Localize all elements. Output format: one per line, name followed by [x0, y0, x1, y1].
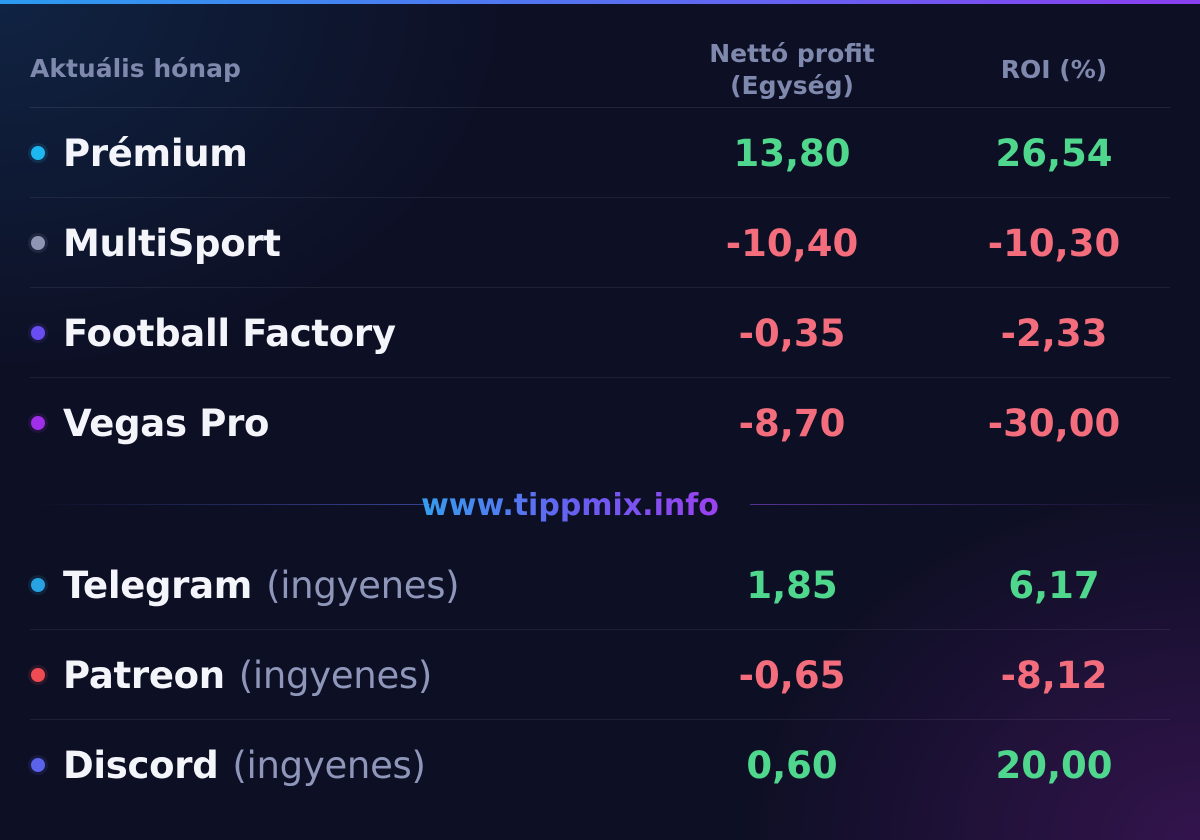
row-name: Telegram (ingyenes): [63, 564, 460, 607]
free-section: www.tippmix.info Telegram (ingyenes) 1,85…: [30, 468, 1170, 809]
table-row-telegram: Telegram (ingyenes) 1,85 6,17: [30, 540, 1170, 630]
period-label: Aktuális hónap: [30, 54, 241, 83]
profit-value: -0,35: [738, 312, 846, 355]
profit-header-line2: (Egység): [730, 71, 854, 100]
watermark-separator: www.tippmix.info: [30, 468, 1170, 540]
profit-value: 13,80: [733, 132, 851, 175]
row-title: MultiSport: [63, 222, 281, 265]
separator-line-right: [750, 504, 1170, 505]
row-title: Patreon: [63, 654, 225, 697]
row-title: Telegram: [63, 564, 253, 607]
stats-panel: Aktuális hónap Nettó profit (Egység) ROI…: [30, 0, 1170, 467]
roi-value: 26,54: [995, 132, 1113, 175]
status-dot-icon: [31, 236, 45, 250]
row-name: MultiSport: [63, 222, 281, 265]
separator-line-left: [30, 504, 430, 505]
row-name: Discord (ingyenes): [63, 744, 426, 787]
table-row-vegas-pro: Vegas Pro -8,70 -30,00: [30, 378, 1170, 467]
profit-column-header: Nettó profit (Egység): [682, 38, 902, 102]
top-accent-bar: [0, 0, 1200, 4]
roi-value: 20,00: [995, 744, 1113, 787]
row-name: Vegas Pro: [63, 402, 269, 445]
table-row-multisport: MultiSport -10,40 -10,30: [30, 198, 1170, 288]
roi-value: -8,12: [1000, 654, 1108, 697]
table-header: Aktuális hónap Nettó profit (Egység) ROI…: [30, 0, 1170, 108]
profit-header-line1: Nettó profit: [709, 39, 875, 68]
profit-value: 0,60: [746, 744, 838, 787]
table-row-discord: Discord (ingyenes) 0,60 20,00: [30, 720, 1170, 809]
roi-value: -2,33: [1000, 312, 1108, 355]
row-title: Football Factory: [63, 312, 396, 355]
row-subtitle: (ingyenes): [266, 564, 460, 607]
row-subtitle: (ingyenes): [232, 744, 426, 787]
roi-column-header: ROI (%): [1000, 55, 1108, 84]
profit-value: 1,85: [746, 564, 838, 607]
status-dot-icon: [31, 326, 45, 340]
status-dot-icon: [31, 578, 45, 592]
status-dot-icon: [31, 668, 45, 682]
roi-value: 6,17: [1008, 564, 1100, 607]
watermark-link[interactable]: www.tippmix.info: [400, 488, 740, 523]
row-name: Prémium: [63, 132, 248, 175]
row-title: Vegas Pro: [63, 402, 270, 445]
status-dot-icon: [31, 758, 45, 772]
status-dot-icon: [31, 146, 45, 160]
row-name: Football Factory: [63, 312, 396, 355]
profit-value: -10,40: [725, 222, 859, 265]
status-dot-icon: [31, 416, 45, 430]
row-title: Prémium: [63, 132, 248, 175]
row-name: Patreon (ingyenes): [63, 654, 432, 697]
row-subtitle: (ingyenes): [238, 654, 433, 697]
row-title: Discord: [63, 744, 219, 787]
roi-value: -10,30: [987, 222, 1121, 265]
table-row-premium: Prémium 13,80 26,54: [30, 108, 1170, 198]
profit-value: -8,70: [738, 402, 846, 445]
roi-value: -30,00: [987, 402, 1121, 445]
profit-value: -0,65: [738, 654, 846, 697]
table-row-patreon: Patreon (ingyenes) -0,65 -8,12: [30, 630, 1170, 720]
table-row-football-factory: Football Factory -0,35 -2,33: [30, 288, 1170, 378]
